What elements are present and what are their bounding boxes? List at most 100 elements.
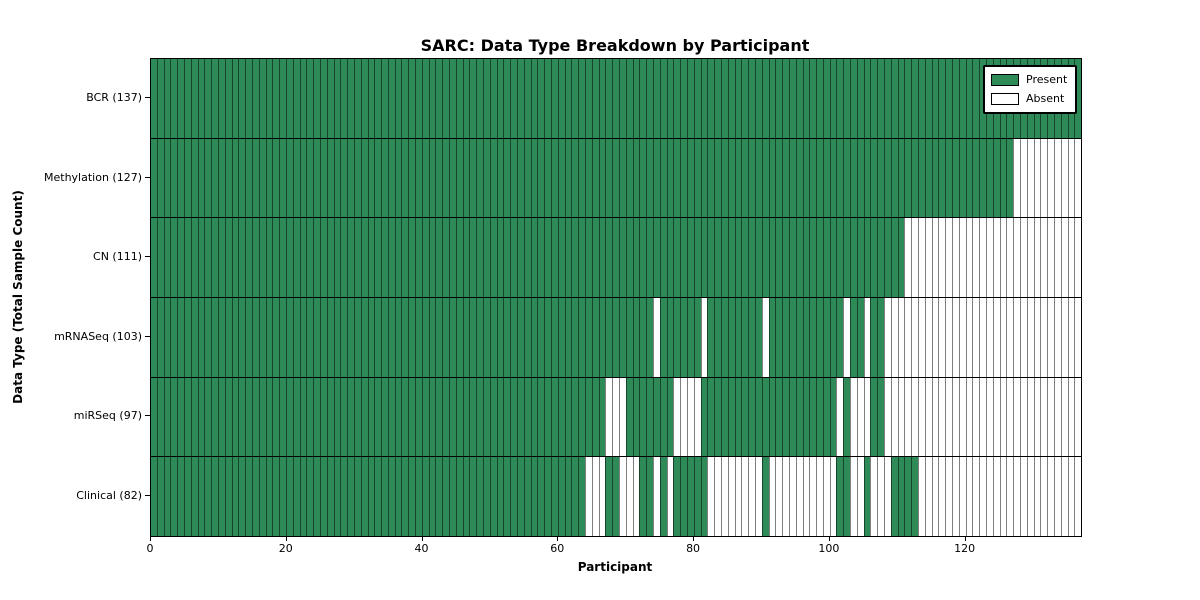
absent-cell <box>822 457 830 537</box>
present-cell <box>537 457 545 537</box>
absent-cell <box>904 218 912 298</box>
x-tick-mark <box>828 536 830 541</box>
present-cell <box>510 218 518 298</box>
present-cell <box>381 59 388 138</box>
absent-cell <box>748 457 755 537</box>
present-cell <box>958 59 966 138</box>
present-cell <box>211 59 218 138</box>
present-cell <box>625 377 633 457</box>
present-cell <box>578 298 585 377</box>
present-cell <box>347 59 354 138</box>
present-cell <box>435 457 443 537</box>
present-cell <box>279 377 286 457</box>
present-cell <box>680 138 687 218</box>
present-cell <box>455 59 463 138</box>
present-cell <box>884 218 891 298</box>
present-cell <box>381 377 388 457</box>
present-cell <box>809 59 817 138</box>
present-cell <box>585 138 592 218</box>
present-cell <box>449 457 456 537</box>
present-cell <box>850 218 857 298</box>
present-cell <box>564 298 572 377</box>
present-cell <box>387 377 395 457</box>
present-cell <box>605 138 613 218</box>
present-cell <box>401 218 409 298</box>
absent-cell <box>1006 298 1014 377</box>
present-cell <box>462 377 470 457</box>
present-cell <box>557 298 565 377</box>
absent-cell <box>945 298 953 377</box>
absent-cell <box>999 298 1007 377</box>
present-cell <box>489 377 497 457</box>
absent-cell <box>992 457 1000 537</box>
present-cell <box>469 457 477 537</box>
present-cell <box>625 59 633 138</box>
present-cell <box>870 377 878 457</box>
present-cell <box>557 377 565 457</box>
present-cell <box>551 298 558 377</box>
absent-cell <box>952 457 959 537</box>
present-swatch <box>991 74 1019 86</box>
present-cell <box>177 59 184 138</box>
present-cell <box>367 138 375 218</box>
present-cell <box>151 377 157 457</box>
present-cell <box>455 138 463 218</box>
present-cell <box>585 59 592 138</box>
present-cell <box>428 138 436 218</box>
absent-cell <box>1040 298 1048 377</box>
present-cell <box>585 377 592 457</box>
present-cell <box>761 218 769 298</box>
present-cell <box>476 457 484 537</box>
present-cell <box>217 377 225 457</box>
present-cell <box>292 138 300 218</box>
present-cell <box>360 457 368 537</box>
absent-cell <box>618 377 626 457</box>
present-cell <box>408 377 416 457</box>
present-cell <box>829 298 837 377</box>
present-cell <box>714 218 721 298</box>
present-cell <box>822 218 830 298</box>
present-cell <box>245 218 252 298</box>
present-cell <box>353 59 361 138</box>
present-cell <box>442 377 450 457</box>
present-cell <box>707 138 715 218</box>
present-cell <box>585 218 592 298</box>
absent-cell <box>714 457 721 537</box>
present-cell <box>265 138 273 218</box>
present-cell <box>483 377 490 457</box>
present-cell <box>673 138 681 218</box>
present-cell <box>510 457 518 537</box>
present-cell <box>387 138 395 218</box>
present-cell <box>462 457 470 537</box>
present-cell <box>340 138 348 218</box>
present-cell <box>850 138 857 218</box>
absent-cell <box>809 457 817 537</box>
present-cell <box>211 138 218 218</box>
present-cell <box>483 218 490 298</box>
present-cell <box>537 138 545 218</box>
present-cell <box>313 218 320 298</box>
present-cell <box>258 298 266 377</box>
absent-cell <box>931 377 939 457</box>
present-cell <box>686 457 694 537</box>
present-cell <box>605 457 613 537</box>
x-tick-mark <box>693 536 695 541</box>
present-cell <box>170 377 178 457</box>
present-cell <box>306 59 314 138</box>
present-cell <box>836 457 844 537</box>
present-cell <box>455 218 463 298</box>
present-cell <box>863 218 871 298</box>
present-cell <box>415 298 422 377</box>
present-cell <box>564 377 572 457</box>
present-cell <box>571 457 579 537</box>
present-cell <box>489 218 497 298</box>
absent-cell <box>992 218 1000 298</box>
present-cell <box>952 138 959 218</box>
absent-cell <box>782 457 789 537</box>
present-cell <box>877 298 885 377</box>
present-cell <box>877 377 885 457</box>
absent-cell <box>1067 218 1075 298</box>
present-cell <box>489 298 497 377</box>
present-cell <box>754 298 762 377</box>
present-cell <box>578 59 585 138</box>
